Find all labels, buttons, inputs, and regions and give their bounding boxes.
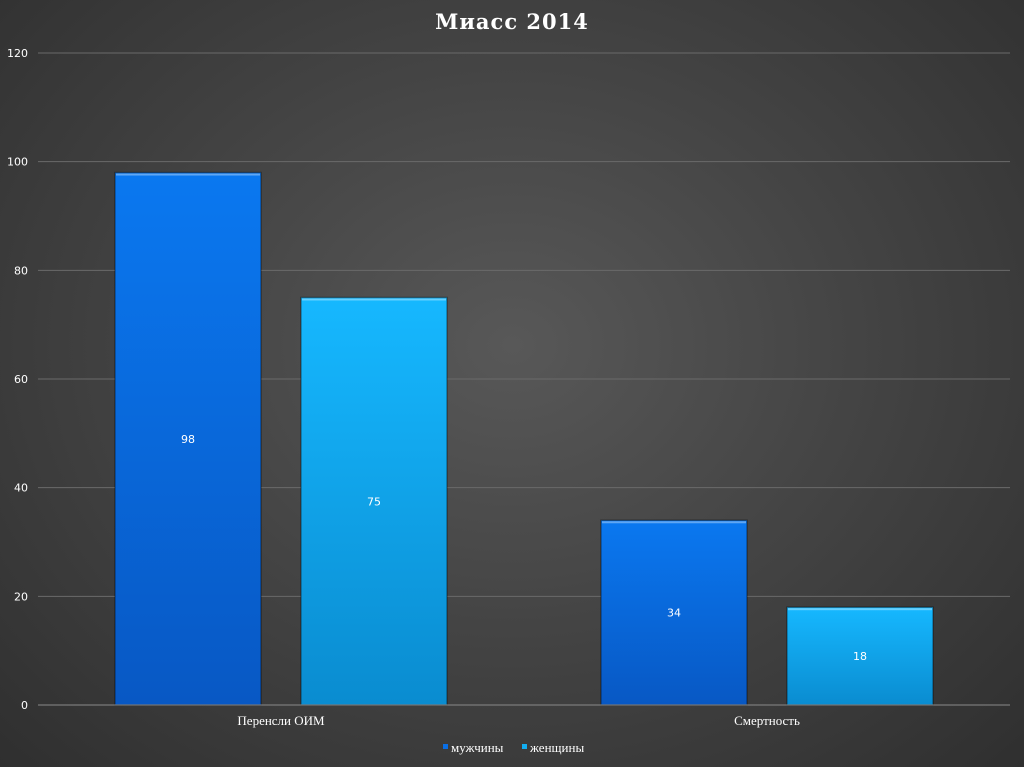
data-label: 34: [667, 607, 681, 620]
y-tick-label: 100: [7, 156, 28, 169]
y-axis-ticks: 0 20 40 60 80 100 120: [7, 47, 28, 712]
x-category-label: Перенсли ОИМ: [237, 713, 325, 728]
data-label: 18: [853, 650, 867, 663]
bars: [114, 171, 934, 706]
bar-highlight: [602, 521, 746, 524]
legend-swatch: [443, 744, 448, 749]
y-tick-label: 60: [14, 373, 28, 386]
legend-label: женщины: [529, 740, 584, 755]
data-labels: 98 75 34 18: [181, 433, 867, 663]
chart-title: Миасс 2014: [435, 9, 589, 34]
bar-highlight: [116, 173, 260, 176]
bar-highlight: [788, 608, 932, 611]
y-tick-label: 120: [7, 47, 28, 60]
x-axis-categories: Перенсли ОИМ Смертность: [237, 713, 800, 728]
bar-highlight: [302, 298, 446, 301]
y-tick-label: 20: [14, 590, 28, 603]
data-label: 75: [367, 495, 381, 508]
legend-label: мужчины: [451, 740, 504, 755]
bar-women: [786, 606, 934, 706]
legend-swatch: [522, 744, 527, 749]
bar-men: [600, 519, 748, 706]
bar-women: [300, 296, 448, 706]
data-label: 98: [181, 433, 195, 446]
legend: мужчины женщины: [443, 740, 584, 755]
y-tick-label: 0: [21, 699, 28, 712]
x-category-label: Смертность: [734, 713, 800, 728]
y-tick-label: 40: [14, 482, 28, 495]
y-tick-label: 80: [14, 264, 28, 277]
